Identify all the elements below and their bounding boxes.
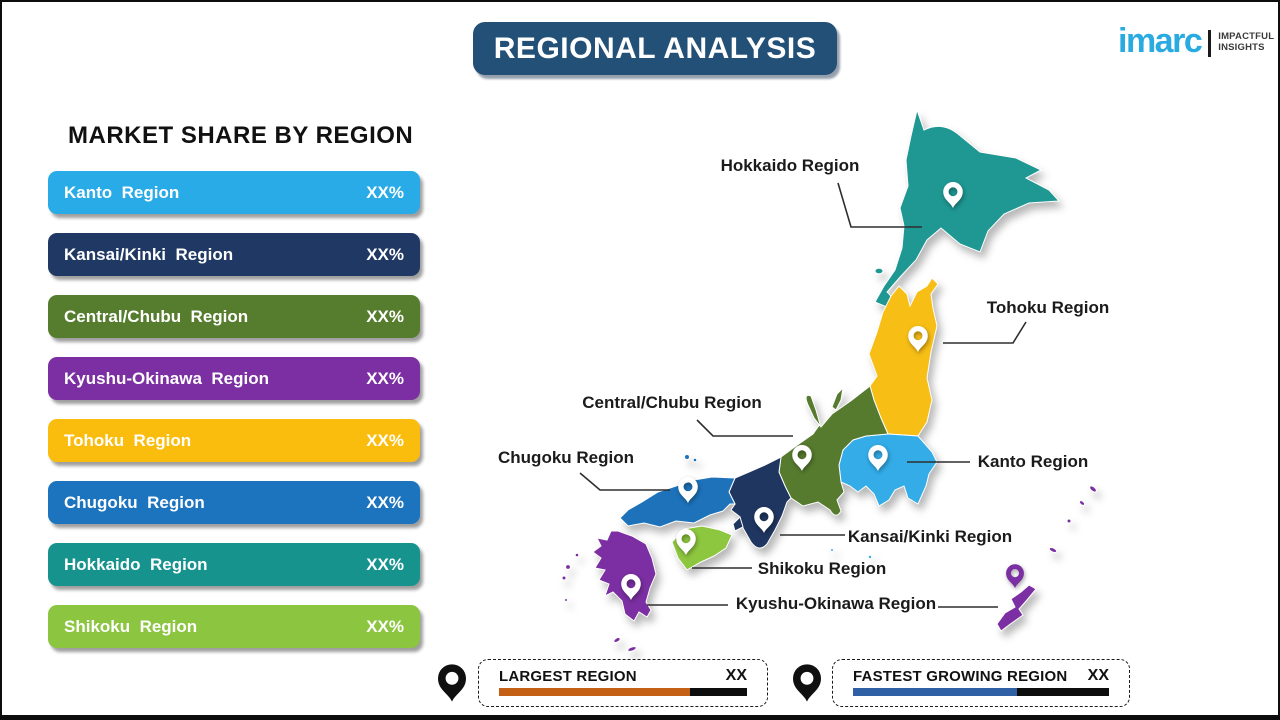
largest-region-value: XX <box>725 667 747 684</box>
region-shikoku <box>671 525 733 571</box>
island-south-2 <box>627 646 637 652</box>
share-bar-value: XX% <box>366 306 404 326</box>
island-oki-2 <box>692 457 698 463</box>
fastest-growing-bar <box>853 688 1109 696</box>
map-label-hokkaido: Hokkaido Region <box>720 156 860 175</box>
share-bar-chugoku: Chugoku Region XX% <box>48 481 420 524</box>
region-chugoku <box>619 476 736 528</box>
okinawa-pin-icon <box>1006 564 1024 588</box>
largest-region-bar-fill <box>499 688 690 696</box>
share-bar-label: Central/Chubu Region <box>64 306 249 326</box>
largest-region-label: LARGEST REGION <box>499 667 637 685</box>
share-bar-label: Kanto Region <box>64 182 180 202</box>
map-label-kanto: Kanto Region <box>977 452 1089 471</box>
map-label-kyushu-okinawa: Kyushu-Okinawa Region <box>735 594 937 613</box>
share-bar-value: XX% <box>366 430 404 450</box>
share-bar-value: XX% <box>366 244 404 264</box>
market-share-heading: MARKET SHARE BY REGION <box>68 122 414 149</box>
region-tohoku <box>868 277 939 437</box>
island-goto-4 <box>564 598 568 602</box>
island-okushiri <box>874 267 884 275</box>
connector-hokkaido <box>837 182 922 228</box>
market-share-panel: Kanto Region XX% Kansai/Kinki Region XX%… <box>48 171 420 648</box>
largest-region-bar-track <box>689 688 747 696</box>
largest-region-legend: LARGEST REGION XX <box>478 659 768 707</box>
island-awaji <box>732 516 744 532</box>
fastest-growing-pin-icon <box>793 664 821 702</box>
island-izu-1 <box>867 554 873 560</box>
label-connectors <box>579 182 1027 608</box>
island-izu-2 <box>830 548 834 552</box>
share-bar-label: Hokkaido Region <box>64 554 208 574</box>
region-hokkaido <box>874 108 1061 309</box>
share-bar-hokkaido: Hokkaido Region XX% <box>48 543 420 586</box>
largest-region-bar <box>499 688 747 696</box>
largest-region-pin-icon <box>438 664 466 702</box>
island-south-1 <box>613 637 621 643</box>
fastest-growing-legend: FASTEST GROWING REGION XX <box>832 659 1130 707</box>
fastest-growing-label: FASTEST GROWING REGION <box>853 667 1068 685</box>
logo-divider <box>1208 29 1212 57</box>
island-oki-1 <box>684 454 690 460</box>
share-bar-chubu: Central/Chubu Region XX% <box>48 295 420 338</box>
region-chubu <box>778 385 889 516</box>
logo-wordmark: imarc <box>1118 22 1203 60</box>
share-bar-kansai: Kansai/Kinki Region XX% <box>48 233 420 276</box>
map-label-kansai-kinki: Kansai/Kinki Region <box>847 527 1013 546</box>
share-bar-label: Chugoku Region <box>64 492 205 512</box>
frame-border-right <box>1278 0 1280 720</box>
share-bar-kanto: Kanto Region XX% <box>48 171 420 214</box>
title-banner: REGIONAL ANALYSIS <box>473 22 837 75</box>
map-label-central-chubu: Central/Chubu Region <box>582 393 762 412</box>
share-bar-kyushu: Kyushu-Okinawa Region XX% <box>48 357 420 400</box>
share-bar-value: XX% <box>366 554 404 574</box>
okinawa-islands <box>996 485 1097 632</box>
region-kyushu <box>592 530 657 622</box>
page-title: REGIONAL ANALYSIS <box>493 31 817 65</box>
map-label-shikoku: Shikoku Region <box>757 559 887 578</box>
connector-tohoku <box>943 321 1027 344</box>
share-bar-value: XX% <box>366 368 404 388</box>
logo-tagline: IMPACTFUL INSIGHTS <box>1218 31 1275 53</box>
share-bar-tohoku: Tohoku Region XX% <box>48 419 420 462</box>
map-label-tohoku: Tohoku Region <box>986 298 1110 317</box>
island-goto-1 <box>574 552 580 558</box>
fastest-growing-bar-fill <box>853 688 1017 696</box>
region-kanto <box>838 433 938 507</box>
fastest-growing-value: XX <box>1087 667 1109 684</box>
connector-chugoku <box>579 472 670 491</box>
island-sado <box>831 386 844 411</box>
share-bar-shikoku: Shikoku Region XX% <box>48 605 420 648</box>
map-label-chugoku: Chugoku Region <box>498 448 634 467</box>
island-goto-3 <box>561 575 567 581</box>
share-bar-label: Kansai/Kinki Region <box>64 244 234 264</box>
frame-border-top <box>0 0 1280 2</box>
share-bar-label: Shikoku Region <box>64 616 198 636</box>
fastest-growing-bar-track <box>1016 688 1109 696</box>
share-bar-label: Tohoku Region <box>64 430 192 450</box>
share-bar-label: Kyushu-Okinawa Region <box>64 368 269 388</box>
japan-map: Hokkaido Region Tohoku Region Kanto Regi… <box>480 100 1180 660</box>
island-goto-2 <box>565 564 571 570</box>
connector-chubu <box>696 419 793 437</box>
frame-border-left <box>0 0 2 720</box>
share-bar-value: XX% <box>366 492 404 512</box>
imarc-logo: imarc IMPACTFUL INSIGHTS <box>1118 24 1274 58</box>
share-bar-value: XX% <box>366 616 404 636</box>
frame-border-bottom <box>0 715 1280 720</box>
share-bar-value: XX% <box>366 182 404 202</box>
